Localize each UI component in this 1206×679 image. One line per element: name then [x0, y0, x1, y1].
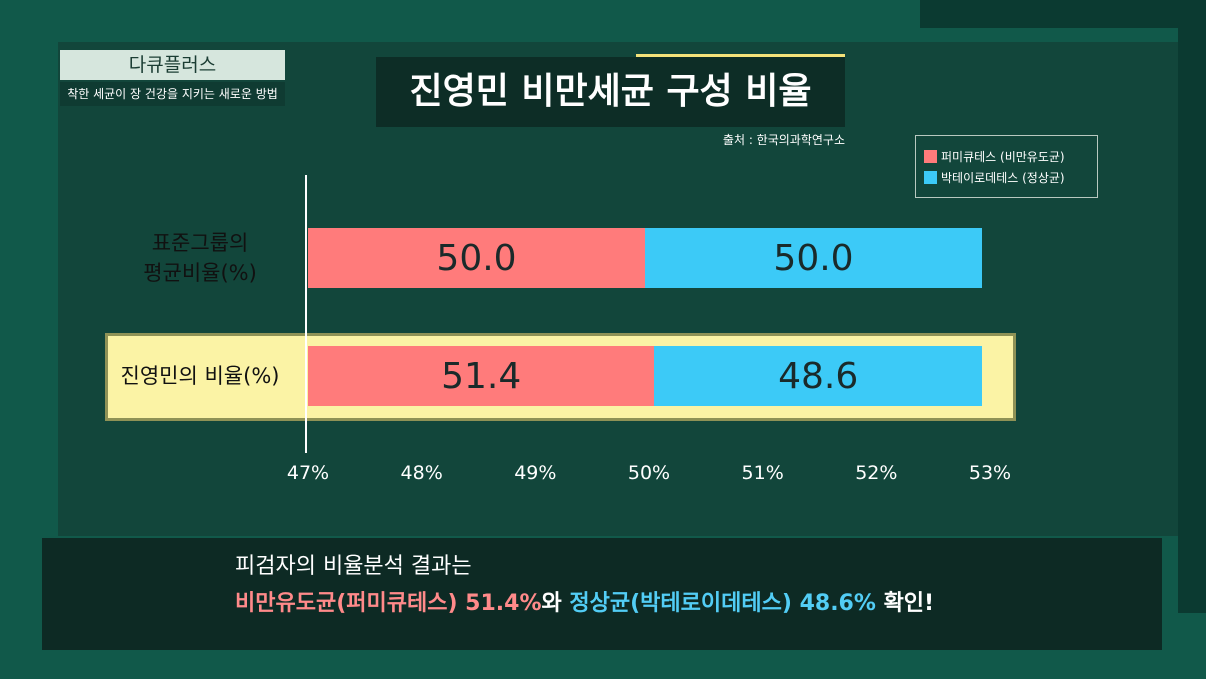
legend-label: 박테이로데테스 (정상균): [941, 171, 1065, 185]
title-accent: [636, 54, 845, 57]
caption-part: 확인!: [875, 591, 935, 616]
caption-part: 와: [541, 591, 570, 616]
badge-subtitle: 착한 세균이 장 건강을 지키는 새로운 방법: [60, 82, 285, 106]
axis-line: [305, 175, 307, 453]
x-tick-label: 52%: [855, 462, 898, 484]
bar-segment: 50.0: [308, 228, 645, 288]
bar-segment: 50.0: [645, 228, 982, 288]
bar-segment: 51.4: [308, 346, 655, 406]
legend-item: 퍼미큐테스 (비만유도균): [924, 146, 1089, 167]
caption-part: 정상균(박테로이데테스) 48.6%: [569, 591, 876, 616]
legend-item: 박테이로데테스 (정상균): [924, 167, 1089, 188]
chart-title: 진영민 비만세균 구성 비율: [376, 57, 845, 127]
caption-part: 비만유도균(퍼미큐테스) 51.4%: [235, 591, 542, 616]
x-tick-label: 49%: [514, 462, 557, 484]
frame: [920, 0, 1206, 28]
legend-label: 퍼미큐테스 (비만유도균): [941, 150, 1065, 164]
x-tick-label: 53%: [968, 462, 1012, 484]
bar-segment: 48.6: [654, 346, 982, 406]
frame: [1178, 28, 1206, 613]
value-label: 51.4: [441, 355, 522, 397]
legend-swatch: [924, 150, 937, 163]
category-label: 진영민의 비율(%): [120, 364, 280, 388]
value-label: 48.6: [778, 355, 859, 397]
legend-swatch: [924, 171, 937, 184]
caption-line: 비만유도균(퍼미큐테스) 51.4%와 정상균(박테로이데테스) 48.6% 확…: [235, 585, 934, 617]
legend: 퍼미큐테스 (비만유도균) 박테이로데테스 (정상균): [915, 135, 1098, 198]
value-label: 50.0: [436, 237, 517, 279]
caption-box: [42, 538, 1162, 650]
x-tick-label: 47%: [286, 462, 330, 484]
value-label: 50.0: [773, 237, 854, 279]
x-tick-label: 48%: [400, 462, 443, 484]
x-tick-label: 50%: [627, 462, 671, 484]
source: 출처 : 한국의과학연구소: [722, 133, 845, 147]
badge-title: 다큐플러스: [60, 50, 285, 80]
caption-line: 피검자의 비율분석 결과는: [235, 554, 472, 579]
category-label: 표준그룹의 평균비율(%): [143, 231, 257, 285]
x-tick-label: 51%: [741, 462, 784, 484]
